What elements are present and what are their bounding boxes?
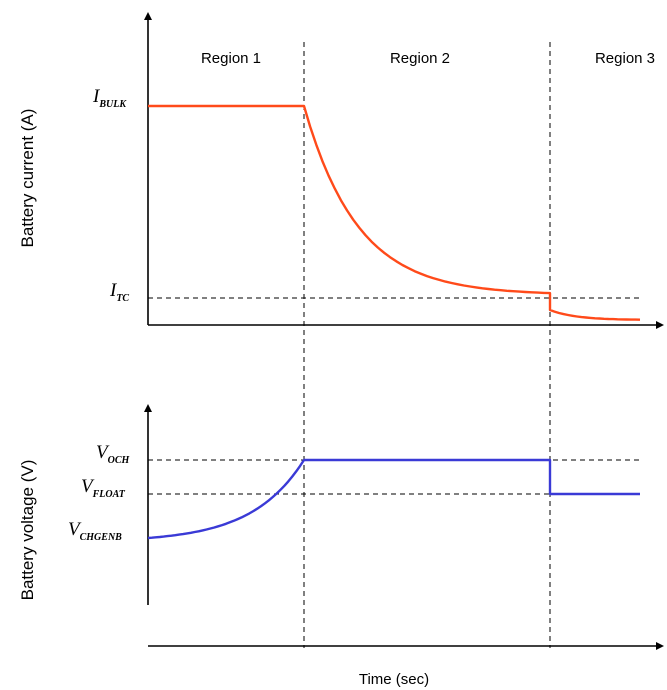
region-label-2: Region 2: [390, 50, 450, 67]
top-y-axis-title: Battery current (A): [18, 109, 37, 248]
battery-current-curve: [148, 104, 641, 321]
vfloat-tick-label: VFLOAT: [81, 476, 126, 500]
region-label-3: Region 3: [595, 50, 655, 67]
battery-voltage-curve: [147, 458, 640, 540]
x-axis-title: Time (sec): [359, 671, 429, 688]
region-label-1: Region 1: [201, 50, 261, 67]
voch-tick-label: VOCH: [96, 442, 131, 466]
vchgenb-tick-label: VCHGENB: [68, 519, 122, 543]
itc-tick-label: ITC: [109, 280, 129, 304]
bottom-y-axis-title: Battery voltage (V): [18, 460, 37, 601]
ibulk-tick-label: IBULK: [92, 86, 127, 110]
